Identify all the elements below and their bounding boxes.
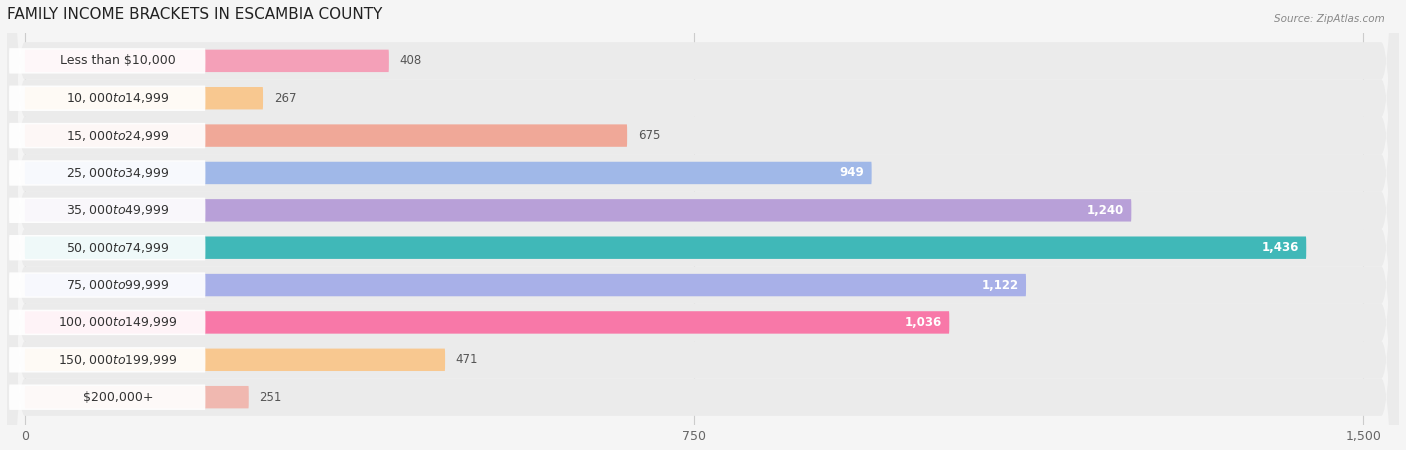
Text: 408: 408 [399, 54, 422, 68]
FancyBboxPatch shape [25, 124, 627, 147]
FancyBboxPatch shape [8, 384, 205, 410]
FancyBboxPatch shape [25, 87, 263, 109]
FancyBboxPatch shape [8, 310, 205, 335]
Text: $50,000 to $74,999: $50,000 to $74,999 [66, 241, 170, 255]
Text: Source: ZipAtlas.com: Source: ZipAtlas.com [1274, 14, 1385, 23]
FancyBboxPatch shape [7, 0, 1399, 450]
Text: 1,122: 1,122 [981, 279, 1019, 292]
FancyBboxPatch shape [25, 237, 1306, 259]
Text: $150,000 to $199,999: $150,000 to $199,999 [58, 353, 177, 367]
FancyBboxPatch shape [8, 198, 205, 223]
Text: 1,436: 1,436 [1261, 241, 1299, 254]
FancyBboxPatch shape [8, 272, 205, 298]
Text: $75,000 to $99,999: $75,000 to $99,999 [66, 278, 170, 292]
Text: 675: 675 [638, 129, 661, 142]
FancyBboxPatch shape [8, 235, 205, 261]
FancyBboxPatch shape [25, 386, 249, 409]
Text: Less than $10,000: Less than $10,000 [60, 54, 176, 68]
FancyBboxPatch shape [7, 0, 1399, 450]
FancyBboxPatch shape [7, 0, 1399, 450]
Text: 1,036: 1,036 [905, 316, 942, 329]
FancyBboxPatch shape [25, 199, 1132, 221]
FancyBboxPatch shape [7, 0, 1399, 450]
Text: 1,240: 1,240 [1087, 204, 1125, 217]
Text: 471: 471 [456, 353, 478, 366]
FancyBboxPatch shape [7, 0, 1399, 450]
FancyBboxPatch shape [25, 311, 949, 333]
FancyBboxPatch shape [8, 123, 205, 148]
FancyBboxPatch shape [8, 347, 205, 373]
Text: $10,000 to $14,999: $10,000 to $14,999 [66, 91, 170, 105]
FancyBboxPatch shape [25, 349, 446, 371]
FancyBboxPatch shape [7, 0, 1399, 450]
Text: $100,000 to $149,999: $100,000 to $149,999 [58, 315, 177, 329]
FancyBboxPatch shape [7, 0, 1399, 450]
Text: $35,000 to $49,999: $35,000 to $49,999 [66, 203, 170, 217]
Text: 251: 251 [260, 391, 281, 404]
FancyBboxPatch shape [25, 162, 872, 184]
FancyBboxPatch shape [25, 274, 1026, 296]
Text: $25,000 to $34,999: $25,000 to $34,999 [66, 166, 170, 180]
Text: $15,000 to $24,999: $15,000 to $24,999 [66, 129, 170, 143]
FancyBboxPatch shape [7, 0, 1399, 450]
FancyBboxPatch shape [7, 0, 1399, 450]
Text: FAMILY INCOME BRACKETS IN ESCAMBIA COUNTY: FAMILY INCOME BRACKETS IN ESCAMBIA COUNT… [7, 7, 382, 22]
FancyBboxPatch shape [25, 50, 389, 72]
FancyBboxPatch shape [8, 160, 205, 186]
Text: 949: 949 [839, 166, 865, 180]
FancyBboxPatch shape [7, 0, 1399, 450]
FancyBboxPatch shape [8, 48, 205, 73]
Text: $200,000+: $200,000+ [83, 391, 153, 404]
Text: 267: 267 [274, 92, 297, 105]
FancyBboxPatch shape [8, 86, 205, 111]
